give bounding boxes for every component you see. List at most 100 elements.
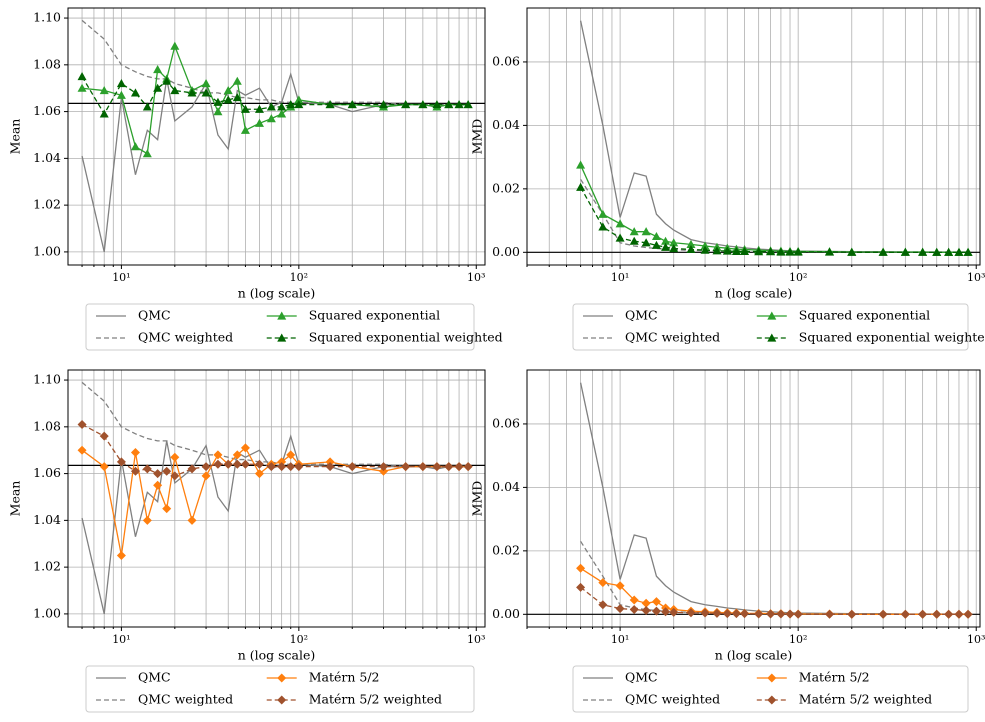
marker [576, 161, 585, 169]
y-tick-label: 1.10 [33, 10, 61, 25]
x-tick-label: 10¹ [112, 271, 130, 284]
y-tick-label: 0.02 [492, 180, 520, 195]
y-axis-label: Mean [8, 481, 23, 517]
marker [241, 460, 250, 469]
marker [162, 504, 171, 513]
legend-label: QMC weighted [625, 330, 720, 345]
marker [131, 142, 140, 150]
x-tick-label: 10³ [467, 633, 485, 646]
legend-label: QMC weighted [138, 692, 233, 707]
marker [732, 609, 741, 618]
marker [576, 183, 585, 191]
marker [401, 462, 410, 471]
x-axis-label: n (log scale) [715, 648, 793, 663]
marker [652, 597, 661, 606]
x-tick-label: 10² [290, 271, 308, 284]
series-line [581, 568, 968, 614]
marker [444, 462, 453, 471]
marker [630, 237, 639, 245]
plot-frame [527, 8, 980, 265]
y-axis-label: MMD [470, 119, 485, 155]
marker [202, 79, 211, 87]
marker [954, 610, 963, 619]
legend-label: QMC [138, 308, 171, 323]
y-axis-label: MMD [470, 481, 485, 517]
marker [418, 462, 427, 471]
y-tick-label: 0.06 [492, 53, 520, 68]
x-tick-label: 10² [789, 633, 807, 646]
marker [143, 516, 152, 525]
marker [918, 610, 927, 619]
legend-label: Squared exponential [799, 308, 930, 323]
x-axis-label: n (log scale) [715, 286, 793, 301]
marker [964, 610, 973, 619]
y-tick-label: 0.06 [492, 415, 520, 430]
legend-label: QMC weighted [625, 692, 720, 707]
x-tick-label: 10³ [467, 271, 485, 284]
marker [598, 210, 607, 218]
series-line [581, 541, 968, 614]
marker [170, 453, 179, 462]
marker [464, 462, 473, 471]
marker [379, 462, 388, 471]
marker [153, 84, 162, 92]
series-line [82, 46, 468, 154]
y-tick-label: 1.08 [33, 56, 61, 71]
plot-frame [527, 370, 980, 627]
marker [766, 609, 775, 618]
marker [455, 462, 464, 471]
marker [825, 610, 834, 619]
marker [794, 610, 803, 619]
marker [723, 609, 732, 618]
marker [233, 460, 242, 469]
y-tick-label: 1.04 [33, 512, 61, 527]
marker [255, 119, 264, 127]
marker [776, 609, 785, 618]
y-tick-label: 0.02 [492, 542, 520, 557]
marker [117, 551, 126, 560]
x-tick-label: 10² [789, 271, 807, 284]
legend-label: Squared exponential weighted [309, 330, 503, 345]
marker [241, 126, 250, 134]
marker [162, 467, 171, 476]
series-line [581, 187, 968, 252]
marker [267, 114, 276, 122]
x-axis-label: n (log scale) [238, 286, 316, 301]
marker [616, 219, 625, 227]
y-tick-label: 0.04 [492, 117, 520, 132]
y-tick-label: 1.06 [33, 103, 61, 118]
marker [901, 610, 910, 619]
y-tick-label: 1.00 [33, 605, 61, 620]
legend-label: Matérn 5/2 [309, 670, 380, 685]
marker [100, 462, 109, 471]
y-tick-label: 1.06 [33, 465, 61, 480]
marker [630, 605, 639, 614]
marker [642, 606, 651, 615]
marker [78, 420, 87, 429]
y-axis-label: Mean [8, 119, 23, 155]
marker [143, 149, 152, 157]
series-line [581, 383, 968, 614]
marker [879, 610, 888, 619]
marker [326, 462, 335, 471]
marker [131, 88, 140, 96]
marker [277, 109, 286, 117]
marker [202, 471, 211, 480]
legend-label: QMC [625, 670, 658, 685]
legend-label: QMC [138, 670, 171, 685]
series-line [82, 77, 468, 114]
legend-label: Matérn 5/2 weighted [799, 692, 932, 707]
y-tick-label: 1.02 [33, 559, 61, 574]
marker [944, 610, 953, 619]
x-tick-label: 10¹ [611, 271, 629, 284]
marker [233, 77, 242, 85]
marker [131, 448, 140, 457]
series-line [581, 165, 968, 252]
